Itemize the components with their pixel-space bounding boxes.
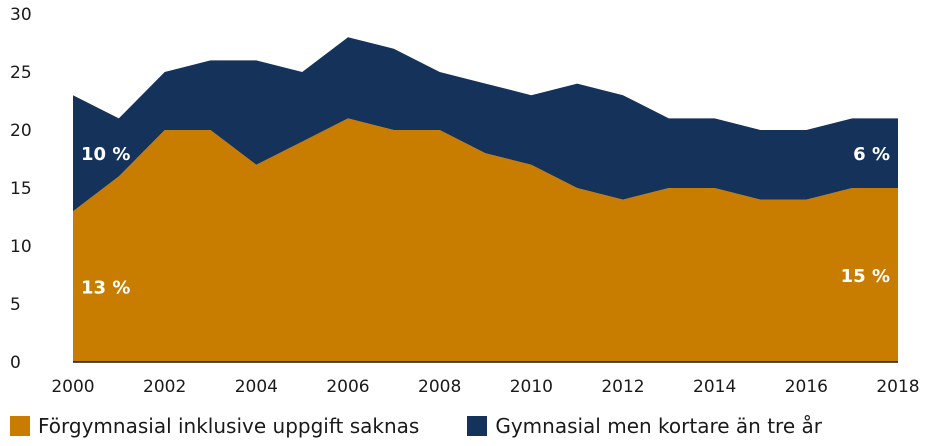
data-label: 6 %: [853, 144, 890, 165]
legend-swatch-forgymnasial: [10, 416, 30, 436]
legend-item-gymnasial: Gymnasial men kortare än tre år: [467, 414, 822, 438]
area-series-0: [73, 118, 898, 363]
legend-label-forgymnasial: Förgymnasial inklusive uppgift saknas: [38, 414, 420, 438]
x-tick-label: 2012: [601, 377, 644, 397]
data-label: 13 %: [81, 278, 130, 299]
x-tick-label: 2016: [785, 377, 828, 397]
x-tick-label: 2008: [418, 377, 461, 397]
y-tick-label: 15: [10, 179, 32, 199]
legend-swatch-gymnasial: [467, 416, 488, 436]
x-tick-label: 2000: [51, 377, 94, 397]
data-label: 15 %: [841, 266, 890, 287]
legend: Förgymnasial inklusive uppgift saknas Gy…: [10, 414, 870, 438]
legend-label-gymnasial: Gymnasial men kortare än tre år: [495, 414, 822, 438]
y-tick-label: 0: [10, 353, 21, 373]
legend-item-forgymnasial: Förgymnasial inklusive uppgift saknas: [10, 414, 419, 438]
x-tick-label: 2006: [326, 377, 369, 397]
x-tick-label: 2010: [510, 377, 553, 397]
y-tick-label: 5: [10, 295, 21, 315]
x-tick-label: 2004: [235, 377, 278, 397]
data-label: 10 %: [81, 144, 130, 165]
x-tick-label: 2014: [693, 377, 736, 397]
y-tick-label: 30: [10, 5, 32, 25]
x-tick-label: 2002: [143, 377, 186, 397]
x-tick-label: 2018: [876, 377, 919, 397]
area-chart: 0 5 10 15 20 25 30 2000 2002 2004 2006 2008 2010 2012…: [10, 5, 920, 397]
area-series-1: [73, 37, 898, 212]
y-tick-label: 20: [10, 121, 32, 141]
y-tick-label: 10: [10, 237, 32, 257]
y-tick-label: 25: [10, 63, 32, 83]
